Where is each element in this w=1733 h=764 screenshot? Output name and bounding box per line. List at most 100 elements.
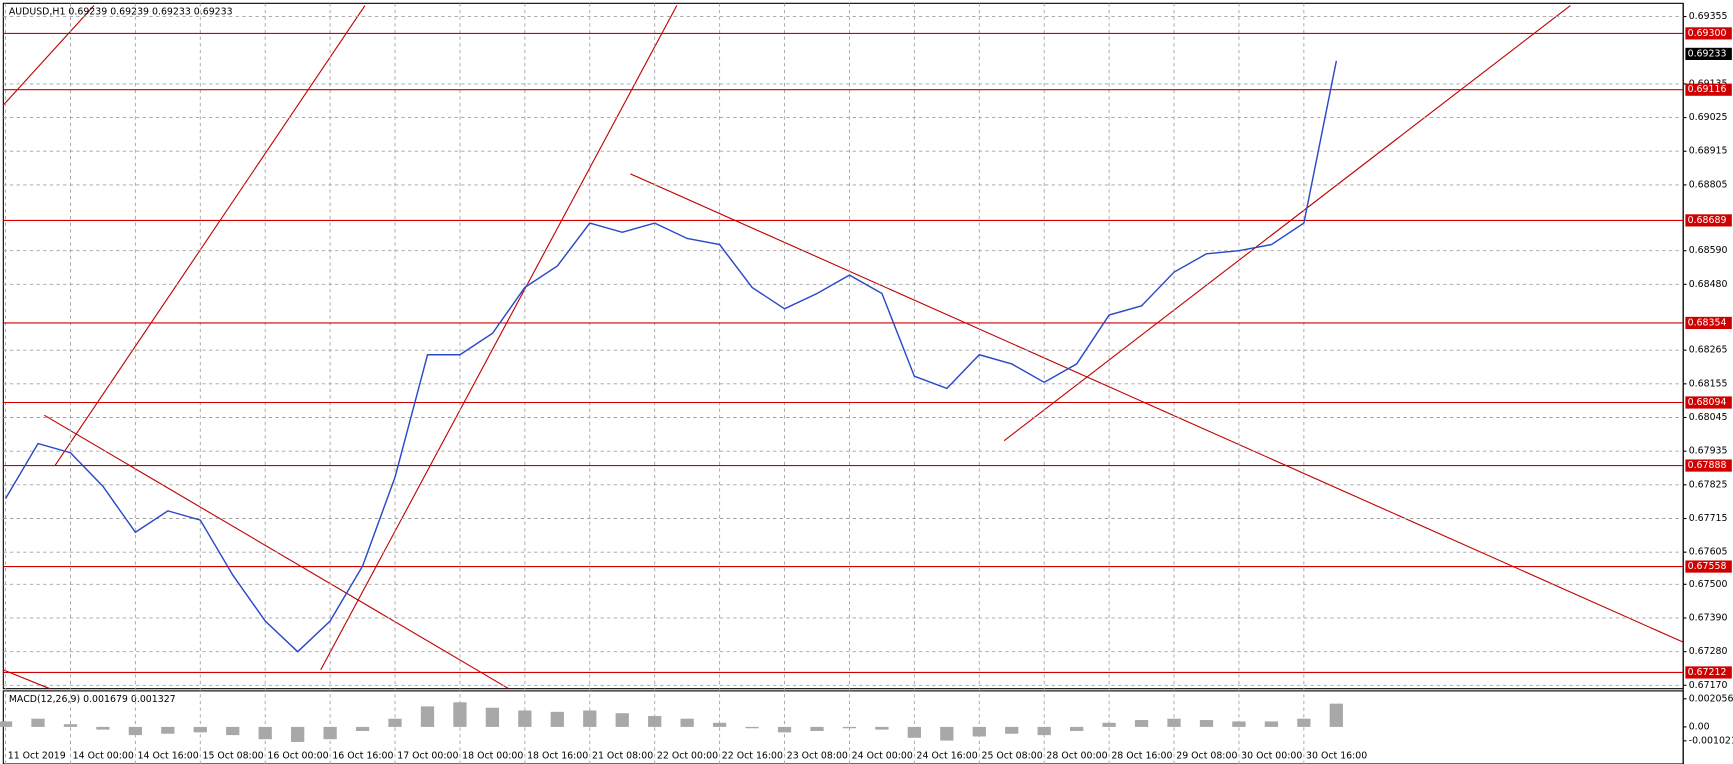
macd-bar xyxy=(875,726,889,730)
y-tick-label: 0.67500 xyxy=(1689,579,1728,590)
y-tick-label: 0.67825 xyxy=(1689,479,1728,490)
x-tick-label: 29 Oct 08:00 xyxy=(1176,751,1237,762)
macd-bar xyxy=(291,726,305,742)
y-tick-label: 0.67715 xyxy=(1689,513,1728,524)
trend-line xyxy=(2,5,95,106)
trend-line xyxy=(630,173,1684,643)
macd-bar xyxy=(1264,721,1279,727)
macd-bar xyxy=(810,726,824,731)
y-tick-label: 0.68915 xyxy=(1689,146,1728,157)
level-label-bg xyxy=(1685,83,1732,96)
y-tick-label: 0.67170 xyxy=(1689,680,1728,691)
trend-lines xyxy=(2,5,1684,690)
level-label: 0.69116 xyxy=(1688,84,1727,95)
macd-bar xyxy=(842,726,857,729)
macd-bar xyxy=(1329,703,1343,727)
macd-bar xyxy=(31,718,45,727)
macd-bar xyxy=(1070,726,1084,731)
macd-bar xyxy=(128,726,142,736)
level-label-bg xyxy=(1685,396,1732,409)
x-tick-label: 28 Oct 16:00 xyxy=(1111,751,1172,762)
macd-bar xyxy=(745,726,759,729)
macd-bar xyxy=(388,718,402,727)
macd-bar xyxy=(583,710,597,727)
macd-bar xyxy=(323,726,337,740)
level-label-bg xyxy=(1685,560,1732,573)
current-price-bg xyxy=(1685,47,1732,60)
main-frame xyxy=(2,2,1684,690)
y-tick-label: 0.69025 xyxy=(1689,112,1728,123)
x-tick-label: 24 Oct 16:00 xyxy=(917,751,978,762)
macd-bar xyxy=(777,726,792,733)
x-tick-label: 24 Oct 00:00 xyxy=(852,751,913,762)
macd-bar xyxy=(648,715,662,727)
level-label-bg xyxy=(1685,214,1732,227)
current-price-label: 0.69233 xyxy=(1688,48,1727,59)
macd-title: MACD(12,26,9) 0.001679 0.001327 xyxy=(9,694,176,705)
macd-bar xyxy=(1232,721,1246,727)
macd-bar xyxy=(1199,720,1214,727)
trend-line xyxy=(1003,5,1571,442)
macd-bar xyxy=(550,711,564,727)
macd-bar xyxy=(615,713,629,727)
y-tick-label: 0.68805 xyxy=(1689,179,1728,190)
y-tick-label: -0.001021 xyxy=(1689,735,1733,746)
y-tick-label: 0.68480 xyxy=(1689,279,1728,290)
x-tick-label: 11 Oct 2019 xyxy=(8,751,66,762)
y-tick-label: 0.68590 xyxy=(1689,245,1728,256)
x-tick-label: 23 Oct 08:00 xyxy=(787,751,848,762)
macd-bar xyxy=(485,707,500,727)
macd-bar xyxy=(1134,720,1149,727)
x-tick-label: 16 Oct 16:00 xyxy=(332,751,393,762)
trend-line xyxy=(320,5,678,671)
macd-bar xyxy=(63,724,78,727)
y-tick-label: 0.68265 xyxy=(1689,345,1728,356)
x-tick-label: 21 Oct 08:00 xyxy=(592,751,653,762)
x-tick-label: 22 Oct 16:00 xyxy=(722,751,783,762)
macd-bar xyxy=(680,718,694,727)
y-tick-label: 0.67390 xyxy=(1689,612,1728,623)
level-label: 0.68354 xyxy=(1688,317,1727,328)
macd-bar xyxy=(940,726,954,741)
price-line xyxy=(4,60,1338,653)
x-tick-label: 14 Oct 16:00 xyxy=(138,751,199,762)
macd-bar xyxy=(1102,722,1116,727)
macd-bar xyxy=(0,721,13,727)
x-tick-label: 28 Oct 00:00 xyxy=(1046,751,1107,762)
x-tick-label: 16 Oct 00:00 xyxy=(267,751,328,762)
x-tick-label: 17 Oct 00:00 xyxy=(397,751,458,762)
x-tick-label: 18 Oct 16:00 xyxy=(527,751,588,762)
x-tick-label: 14 Oct 00:00 xyxy=(73,751,134,762)
macd-bar xyxy=(712,722,727,727)
y-tick-label: 0.69355 xyxy=(1689,11,1728,22)
level-label: 0.68094 xyxy=(1688,397,1727,408)
macd-bar xyxy=(258,726,272,740)
level-label-bg xyxy=(1685,27,1732,40)
trend-line xyxy=(54,5,366,466)
y-tick-label: 0.002056 xyxy=(1689,693,1733,704)
macd-bar xyxy=(193,726,207,733)
level-label-bg xyxy=(1685,666,1732,679)
level-label: 0.67888 xyxy=(1688,460,1727,471)
x-tick-label: 15 Oct 08:00 xyxy=(202,751,263,762)
macd-bar xyxy=(355,726,370,731)
macd-bar xyxy=(1005,726,1019,734)
x-tick-label: 30 Oct 00:00 xyxy=(1241,751,1302,762)
macd-bar xyxy=(420,706,435,727)
y-tick-label: 0.67280 xyxy=(1689,646,1728,657)
macd-bar xyxy=(226,726,240,736)
macd-bar xyxy=(1167,718,1181,727)
x-tick-label: 22 Oct 00:00 xyxy=(657,751,718,762)
y-tick-label: 0.67605 xyxy=(1689,547,1728,558)
y-tick-label: 0.67935 xyxy=(1689,446,1728,457)
macd-bar xyxy=(1297,718,1311,727)
y-tick-label: 0.00 xyxy=(1689,721,1710,732)
macd-bar xyxy=(453,702,467,727)
level-label: 0.67212 xyxy=(1688,667,1727,678)
x-tick-label: 30 Oct 16:00 xyxy=(1306,751,1367,762)
macd-bar xyxy=(972,726,986,737)
level-label-bg xyxy=(1685,459,1732,472)
macd-bar xyxy=(907,726,921,738)
